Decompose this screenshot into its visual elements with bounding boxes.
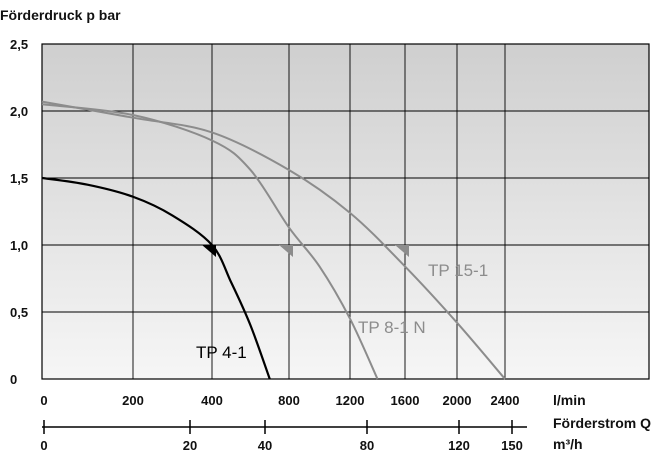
operating-point-marker bbox=[202, 245, 216, 257]
series-line-0 bbox=[41, 176, 271, 380]
series-label-tp-15-1: TP 15-1 bbox=[428, 261, 488, 280]
x-axis-ticks-m3h: 0 20 40 80 120 150 bbox=[40, 420, 523, 453]
x-axis-ticks-lmin: 0 200 400 800 1200 1600 2000 2400 bbox=[40, 393, 519, 408]
operating-point-marker bbox=[395, 245, 409, 257]
operating-point-marker bbox=[279, 245, 293, 257]
x-tick-label-lmin: 200 bbox=[122, 393, 144, 408]
x-tick-label-m3h: 80 bbox=[360, 438, 374, 453]
plot-frame bbox=[41, 43, 650, 380]
series-line-2 bbox=[41, 100, 506, 380]
x-tick-label-m3h: 40 bbox=[258, 438, 272, 453]
performance-curves bbox=[41, 100, 506, 380]
x-tick-label-lmin: 1200 bbox=[336, 393, 365, 408]
series-line-1 bbox=[41, 103, 379, 380]
series-label-tp-8-1-n: TP 8-1 N bbox=[358, 318, 426, 337]
x-unit-lmin: l/min bbox=[553, 392, 586, 408]
grid-lines bbox=[42, 44, 649, 379]
y-tick-label: 2,5 bbox=[10, 37, 28, 52]
y-tick-label: 2,0 bbox=[10, 104, 28, 119]
x-tick-label-lmin: 2000 bbox=[443, 393, 472, 408]
series-label-tp-4-1: TP 4-1 bbox=[196, 343, 247, 362]
y-tick-label: 0,5 bbox=[10, 305, 28, 320]
x-unit-m3h: m³/h bbox=[553, 436, 583, 452]
x-axis-title: Förderstrom Q bbox=[553, 415, 651, 431]
x-tick-label-m3h: 150 bbox=[501, 438, 523, 453]
operating-point-markers bbox=[202, 245, 409, 257]
x-tick-label-m3h: 0 bbox=[40, 438, 47, 453]
y-tick-label: 1,0 bbox=[10, 238, 28, 253]
y-tick-label: 0 bbox=[10, 372, 17, 387]
x-tick-label-lmin: 0 bbox=[40, 393, 47, 408]
x-tick-label-lmin: 1600 bbox=[391, 393, 420, 408]
y-axis-ticks: 2,5 2,0 1,5 1,0 0,5 0 bbox=[10, 37, 28, 387]
x-tick-label-m3h: 20 bbox=[183, 438, 197, 453]
y-axis-title: Förderdruck p bar bbox=[0, 7, 121, 23]
x-tick-label-lmin: 800 bbox=[278, 393, 300, 408]
x-tick-label-lmin: 2400 bbox=[491, 393, 520, 408]
x-tick-label-lmin: 400 bbox=[201, 393, 223, 408]
y-tick-label: 1,5 bbox=[10, 171, 28, 186]
x-tick-label-m3h: 120 bbox=[448, 438, 470, 453]
plot-background bbox=[42, 44, 649, 379]
